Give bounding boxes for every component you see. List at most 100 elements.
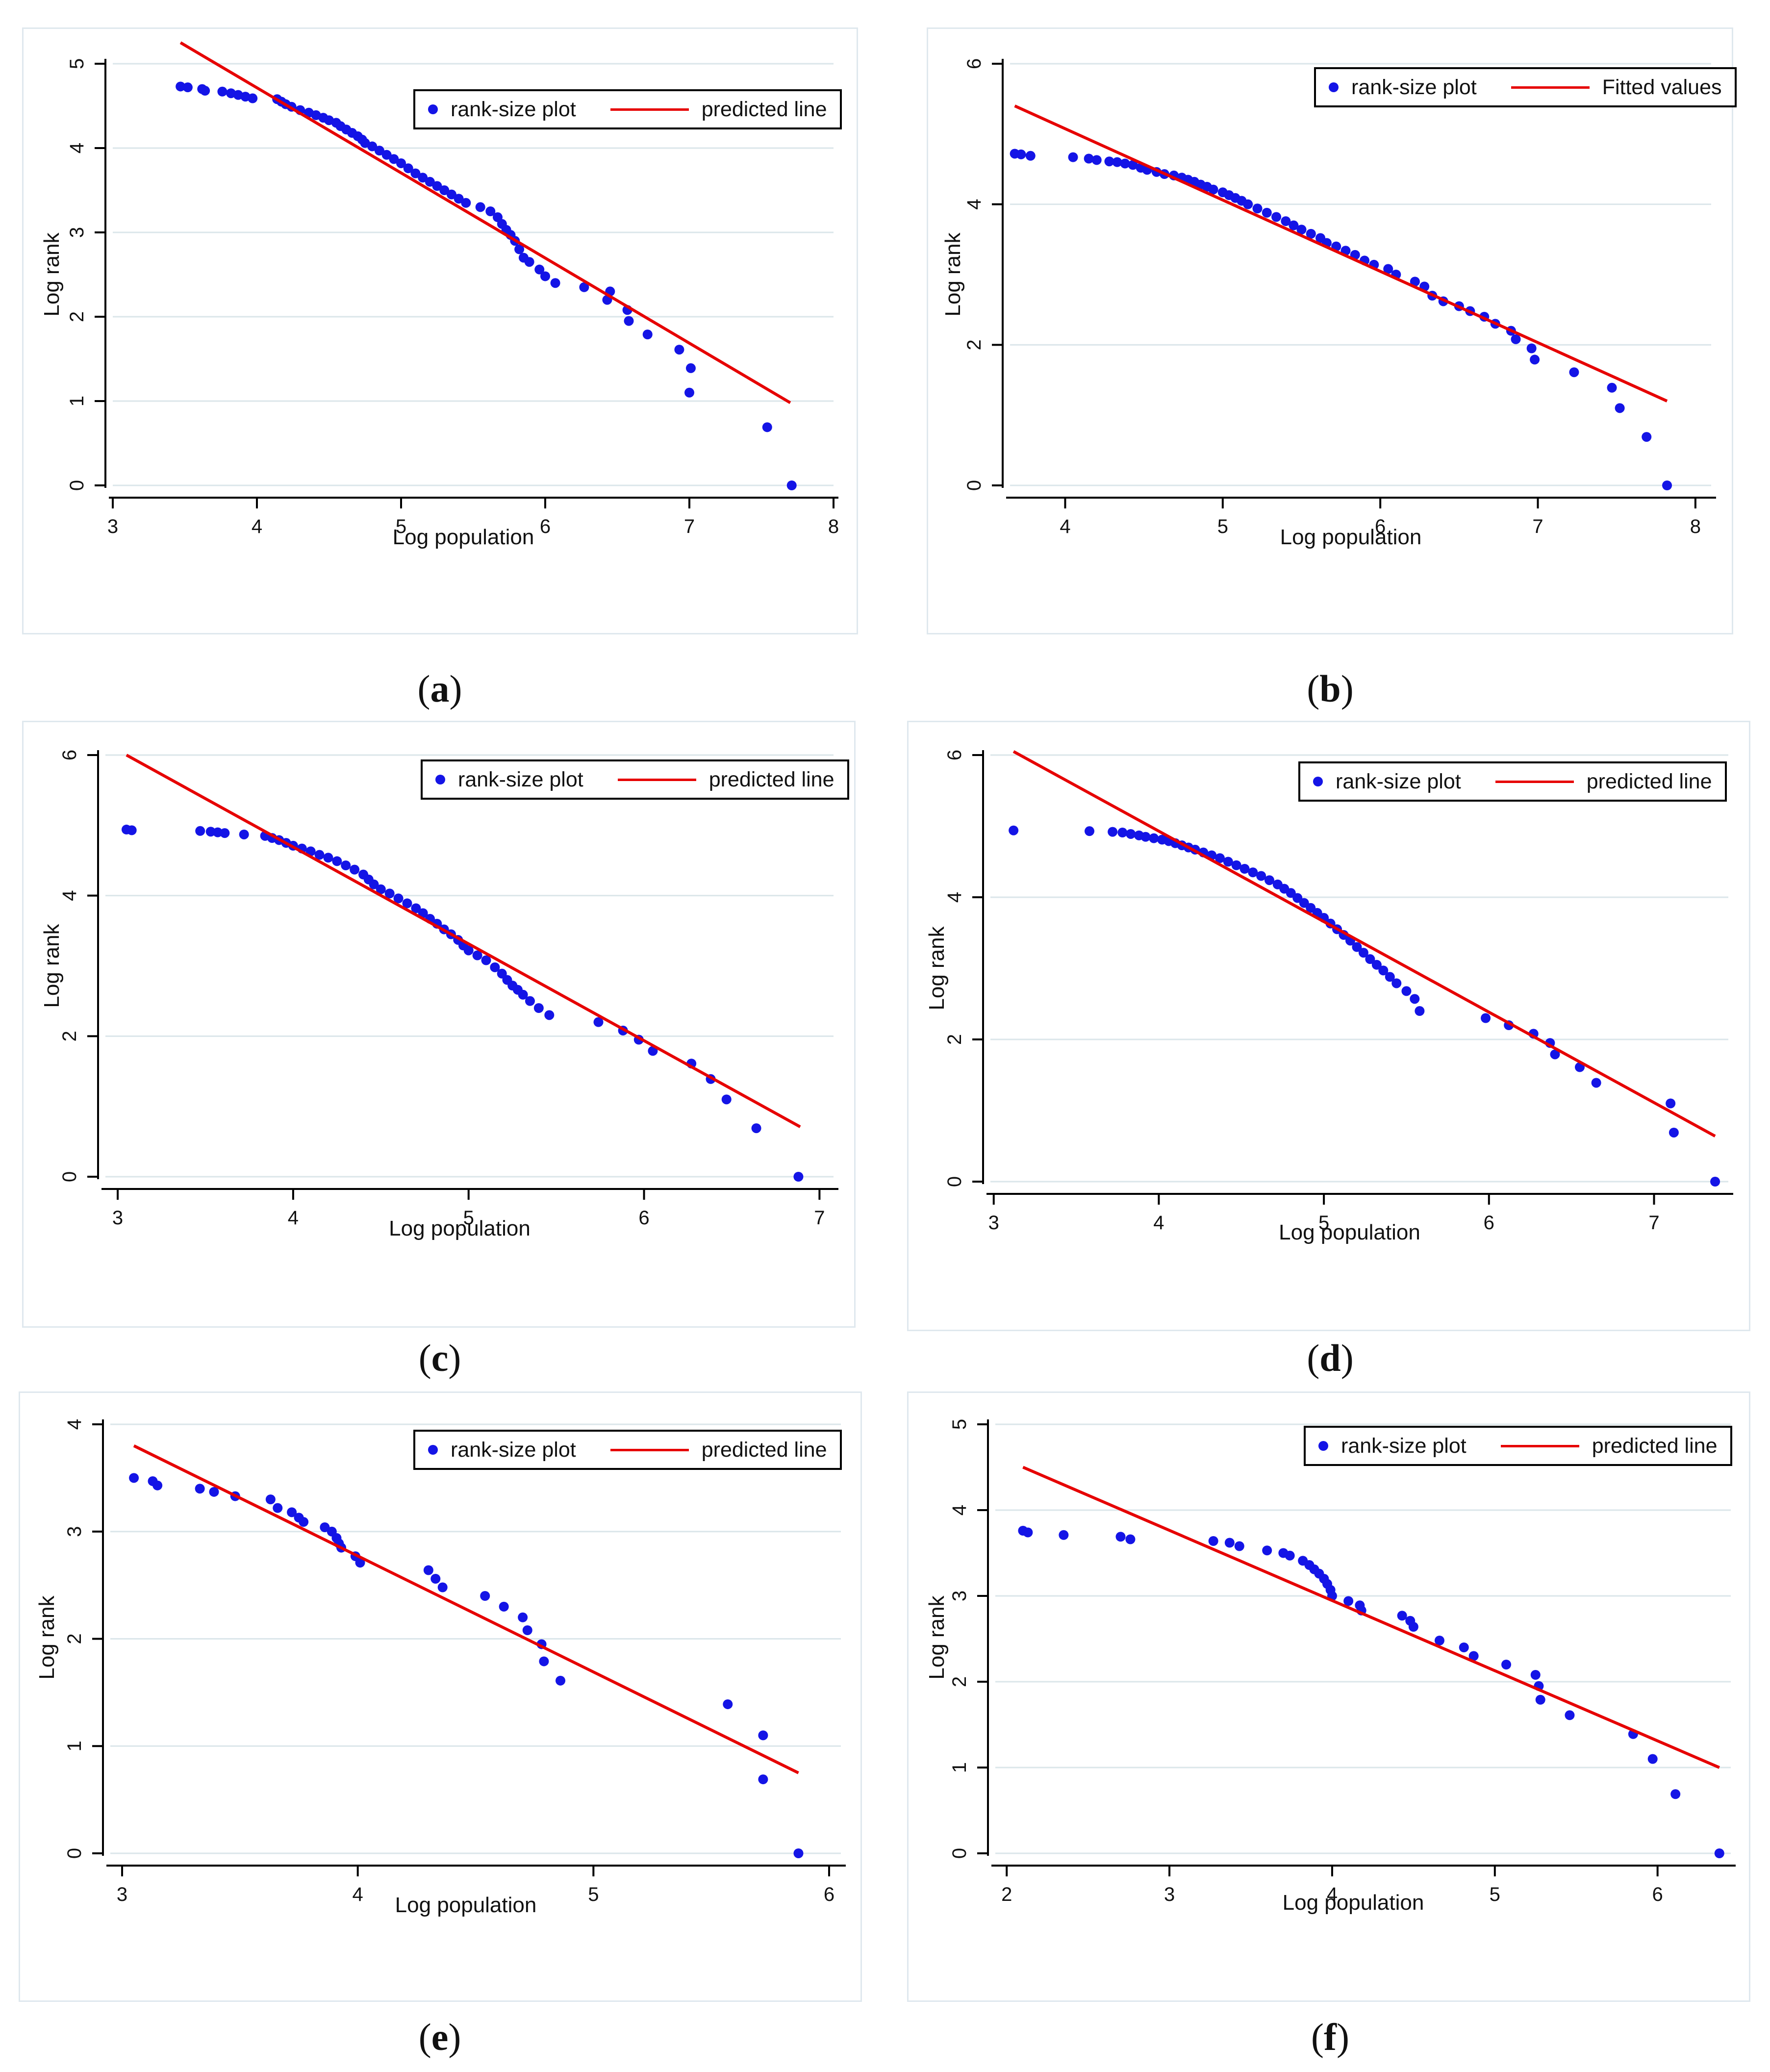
data-point-c-26 xyxy=(411,903,421,913)
x-tick-label-a-1: 4 xyxy=(252,516,262,537)
panel-d-frame xyxy=(907,721,1750,1331)
data-point-c-43 xyxy=(525,996,535,1006)
y-tick-label-a-3: 3 xyxy=(66,227,88,238)
y-tick-label-f-2: 2 xyxy=(949,1676,970,1687)
data-point-b-30 xyxy=(1289,220,1299,230)
data-point-c-5 xyxy=(220,828,230,838)
x-tick-label-e-1: 4 xyxy=(353,1884,363,1905)
data-point-c-36 xyxy=(481,955,491,965)
fit-line-a xyxy=(179,41,791,404)
data-point-a-0 xyxy=(176,81,186,92)
data-point-c-37 xyxy=(490,962,500,972)
data-point-e-10 xyxy=(299,1517,309,1527)
data-point-b-55 xyxy=(1607,382,1617,393)
data-point-e-0 xyxy=(129,1473,139,1483)
legend-a: rank-size plot predicted line xyxy=(413,89,842,129)
data-point-a-30 xyxy=(403,163,413,174)
data-point-b-5 xyxy=(1091,155,1102,165)
data-point-c-14 xyxy=(314,850,325,860)
y-tick-label-a-1: 1 xyxy=(66,396,88,406)
y-tick-label-d-0: 0 xyxy=(944,1176,965,1187)
data-point-c-22 xyxy=(376,884,386,894)
data-point-b-9 xyxy=(1128,160,1138,170)
data-point-d-35 xyxy=(1352,942,1362,952)
x-tick-label-b-4: 8 xyxy=(1690,516,1701,537)
data-point-a-52 xyxy=(579,282,589,292)
data-point-c-35 xyxy=(472,950,482,960)
data-point-d-41 xyxy=(1391,978,1402,988)
caption-e: (e) xyxy=(418,2016,461,2058)
data-point-d-20 xyxy=(1248,867,1258,878)
legend-c-points-label: rank-size plot xyxy=(458,767,583,791)
data-point-c-18 xyxy=(350,864,360,875)
data-point-b-8 xyxy=(1120,158,1130,169)
data-point-d-49 xyxy=(1550,1049,1560,1060)
x-tick-label-a-0: 3 xyxy=(107,516,118,537)
data-point-a-4 xyxy=(217,86,228,97)
data-point-b-56 xyxy=(1615,403,1625,413)
data-point-d-16 xyxy=(1214,853,1225,863)
data-point-e-4 xyxy=(209,1487,219,1497)
data-point-f-24 xyxy=(1408,1622,1418,1632)
y-tick-label-a-0: 0 xyxy=(66,480,88,491)
y-tick-label-d-1: 2 xyxy=(944,1034,965,1045)
data-point-d-19 xyxy=(1239,864,1250,874)
data-point-d-21 xyxy=(1256,871,1266,881)
legend-d-dot-marker xyxy=(1313,777,1323,786)
legend-f-dot-marker xyxy=(1318,1441,1328,1451)
legend-a-points-label: rank-size plot xyxy=(451,97,576,121)
data-point-a-49 xyxy=(534,264,545,275)
data-point-c-6 xyxy=(239,829,249,839)
data-point-e-8 xyxy=(287,1507,297,1517)
data-point-d-3 xyxy=(1117,828,1128,838)
legend-b: rank-size plot Fitted values xyxy=(1314,67,1737,107)
data-point-a-46 xyxy=(514,244,525,254)
x-tick-label-b-0: 4 xyxy=(1060,516,1070,537)
legend-d-line-marker xyxy=(1495,780,1574,783)
x-tick-label-f-1: 3 xyxy=(1164,1884,1175,1905)
x-tick-label-d-2: 5 xyxy=(1318,1212,1329,1234)
x-axis-title-e: Log population xyxy=(395,1893,537,1917)
data-point-a-31 xyxy=(410,168,421,178)
legend-f-points-label: rank-size plot xyxy=(1341,1434,1467,1458)
data-point-b-6 xyxy=(1104,156,1114,167)
data-point-e-11 xyxy=(320,1522,330,1532)
data-point-b-31 xyxy=(1296,225,1307,235)
data-point-d-4 xyxy=(1126,829,1136,839)
data-point-b-4 xyxy=(1084,153,1094,164)
x-tick-label-b-3: 7 xyxy=(1532,516,1543,537)
data-point-e-30 xyxy=(758,1774,768,1785)
data-point-f-2 xyxy=(1059,1530,1069,1540)
data-point-d-52 xyxy=(1666,1098,1676,1109)
data-point-e-20 xyxy=(437,1582,448,1592)
data-point-d-6 xyxy=(1140,832,1151,842)
data-point-a-51 xyxy=(550,278,560,288)
data-point-f-26 xyxy=(1459,1642,1469,1652)
y-tick-label-f-5: 5 xyxy=(949,1419,970,1430)
data-point-b-42 xyxy=(1410,277,1420,287)
data-point-b-40 xyxy=(1383,264,1393,274)
data-point-f-35 xyxy=(1670,1789,1681,1799)
data-point-f-36 xyxy=(1714,1848,1724,1858)
data-point-d-7 xyxy=(1149,833,1159,843)
x-axis-title-d: Log population xyxy=(1279,1220,1420,1244)
x-tick-label-c-3: 6 xyxy=(638,1207,649,1229)
legend-f-line-marker xyxy=(1500,1444,1579,1447)
data-point-e-27 xyxy=(556,1675,566,1686)
data-point-c-24 xyxy=(393,893,404,904)
y-axis-title-b: Log rank xyxy=(941,232,965,316)
data-point-f-27 xyxy=(1468,1651,1479,1661)
data-point-c-17 xyxy=(341,860,351,871)
y-tick-label-c-3: 6 xyxy=(59,750,80,760)
data-point-a-25 xyxy=(367,141,378,152)
data-point-a-29 xyxy=(396,158,406,168)
data-point-e-7 xyxy=(273,1503,283,1513)
data-point-c-45 xyxy=(544,1010,555,1020)
data-point-d-37 xyxy=(1365,954,1375,964)
data-point-a-35 xyxy=(439,185,450,195)
legend-a-line-label: predicted line xyxy=(701,97,827,121)
data-point-a-60 xyxy=(684,387,694,398)
data-point-b-20 xyxy=(1208,184,1218,195)
data-point-b-2 xyxy=(1025,151,1036,161)
data-point-d-42 xyxy=(1401,986,1412,996)
